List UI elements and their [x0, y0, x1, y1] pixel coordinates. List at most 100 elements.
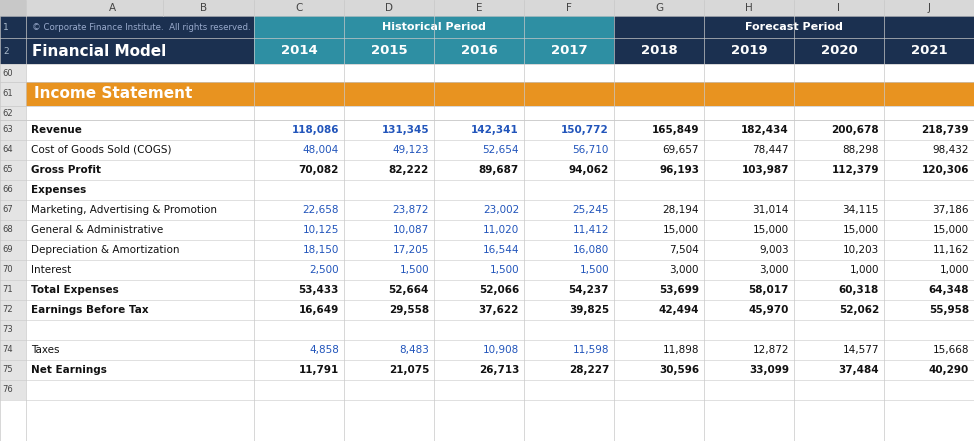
Text: 88,298: 88,298	[843, 145, 879, 155]
Bar	[524, 140, 614, 160]
Bar	[344, 140, 434, 160]
Bar	[614, 180, 704, 200]
Bar	[0, 140, 26, 160]
Text: 67: 67	[2, 206, 13, 214]
Bar	[884, 300, 974, 320]
Bar	[524, 240, 614, 260]
Bar	[26, 140, 254, 160]
Text: 28,194: 28,194	[662, 205, 699, 215]
Bar	[884, 220, 974, 240]
Text: 3,000: 3,000	[669, 265, 699, 275]
Text: 103,987: 103,987	[741, 165, 789, 175]
Bar	[26, 180, 254, 200]
Bar	[254, 0, 344, 16]
Text: 120,306: 120,306	[921, 165, 969, 175]
Text: 2: 2	[3, 46, 9, 56]
Bar	[884, 380, 974, 400]
Bar	[26, 38, 254, 64]
Bar	[26, 340, 254, 360]
Text: 2019: 2019	[730, 45, 768, 57]
Bar	[704, 240, 794, 260]
Text: E: E	[475, 3, 482, 13]
Text: 112,379: 112,379	[832, 165, 879, 175]
Text: 1,000: 1,000	[940, 265, 969, 275]
Bar	[254, 280, 344, 300]
Text: 1,500: 1,500	[580, 265, 609, 275]
Bar	[704, 220, 794, 240]
Text: 40,290: 40,290	[929, 365, 969, 375]
Text: 37,186: 37,186	[932, 205, 969, 215]
Bar	[26, 16, 254, 38]
Text: 60,318: 60,318	[839, 285, 879, 295]
Text: Net Earnings: Net Earnings	[31, 365, 107, 375]
Bar	[26, 320, 254, 340]
Text: Taxes: Taxes	[31, 345, 59, 355]
Bar	[704, 380, 794, 400]
Text: 53,699: 53,699	[659, 285, 699, 295]
Text: 52,664: 52,664	[389, 285, 429, 295]
Bar	[614, 240, 704, 260]
Text: 63: 63	[2, 126, 13, 135]
Text: 15,000: 15,000	[753, 225, 789, 235]
Bar	[434, 140, 524, 160]
Text: 30,596: 30,596	[658, 365, 699, 375]
Text: 2014: 2014	[281, 45, 318, 57]
Text: 82,222: 82,222	[389, 165, 429, 175]
Bar	[26, 160, 254, 180]
Bar	[524, 320, 614, 340]
Text: 78,447: 78,447	[753, 145, 789, 155]
Bar	[434, 200, 524, 220]
Text: 42,494: 42,494	[658, 305, 699, 315]
Text: 64: 64	[2, 146, 13, 154]
Text: Income Statement: Income Statement	[34, 86, 193, 101]
Text: 69,657: 69,657	[662, 145, 699, 155]
Bar	[524, 380, 614, 400]
Text: Historical Period: Historical Period	[382, 22, 486, 32]
Text: 21,075: 21,075	[389, 365, 429, 375]
Text: Gross Profit: Gross Profit	[31, 165, 101, 175]
Text: 58,017: 58,017	[749, 285, 789, 295]
Bar	[254, 120, 344, 140]
Bar	[614, 0, 704, 16]
Text: Forecast Period: Forecast Period	[745, 22, 843, 32]
Bar	[344, 220, 434, 240]
Bar	[794, 38, 884, 64]
Text: 1: 1	[3, 22, 9, 31]
Bar	[524, 120, 614, 140]
Bar	[344, 200, 434, 220]
Bar	[704, 38, 794, 64]
Bar	[614, 260, 704, 280]
Text: 45,970: 45,970	[749, 305, 789, 315]
Bar	[884, 240, 974, 260]
Text: 52,062: 52,062	[839, 305, 879, 315]
Text: 74: 74	[2, 345, 13, 355]
Text: 61: 61	[2, 90, 13, 98]
Text: I: I	[838, 3, 841, 13]
Bar	[794, 220, 884, 240]
Bar	[26, 300, 254, 320]
Bar	[0, 260, 26, 280]
Text: B: B	[201, 3, 207, 13]
Bar	[344, 160, 434, 180]
Text: 2020: 2020	[821, 45, 857, 57]
Bar	[884, 160, 974, 180]
Bar	[26, 360, 254, 380]
Bar	[524, 360, 614, 380]
Text: 2016: 2016	[461, 45, 498, 57]
Bar	[0, 320, 26, 340]
Text: 69: 69	[2, 246, 13, 254]
Text: 11,898: 11,898	[662, 345, 699, 355]
Bar	[344, 120, 434, 140]
Text: 96,193: 96,193	[659, 165, 699, 175]
Text: F: F	[566, 3, 572, 13]
Bar	[614, 16, 974, 38]
Bar	[524, 220, 614, 240]
Bar	[0, 360, 26, 380]
Bar	[884, 260, 974, 280]
Bar	[0, 16, 26, 38]
Bar	[884, 180, 974, 200]
Bar	[26, 106, 974, 120]
Bar	[344, 240, 434, 260]
Text: 11,162: 11,162	[932, 245, 969, 255]
Bar	[434, 300, 524, 320]
